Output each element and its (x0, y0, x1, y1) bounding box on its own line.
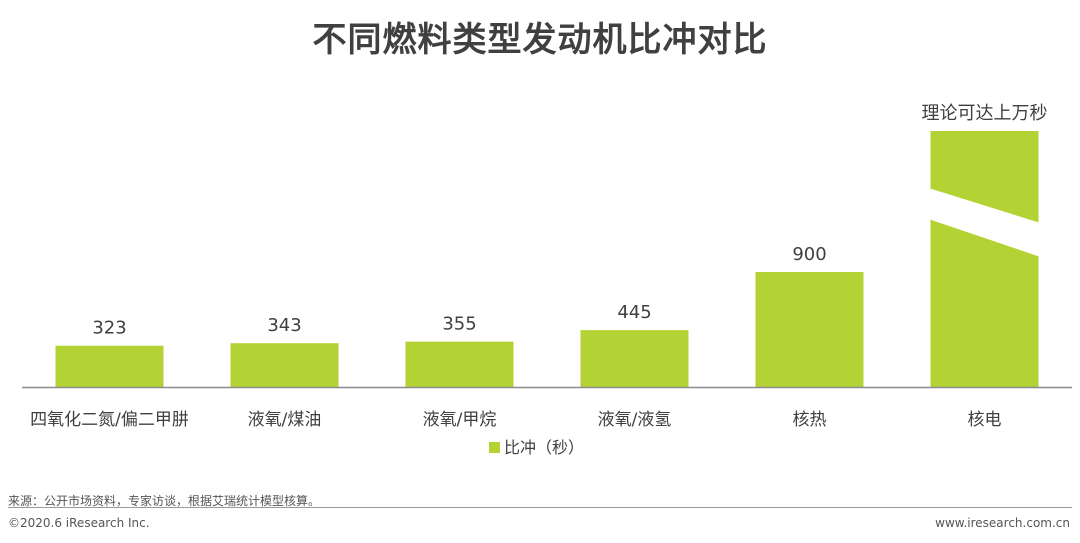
legend-label: 比冲（秒） (504, 438, 584, 457)
category-label-2: 液氧/煤油 (248, 410, 322, 430)
bar-6 (930, 131, 1039, 387)
bar-5 (755, 272, 864, 387)
category-label-3: 液氧/甲烷 (423, 410, 497, 430)
bar-2 (230, 343, 339, 387)
data-label-3: 355 (442, 314, 476, 335)
category-label-6: 核电 (968, 410, 1002, 430)
data-label-1: 323 (92, 318, 126, 339)
source-note: 来源：公开市场资料，专家访谈，根据艾瑞统计模型核算。 (8, 494, 321, 508)
footer-divider (8, 507, 1072, 508)
bar-3 (405, 341, 514, 387)
bar-1 (55, 345, 164, 387)
chart-title: 不同燃料类型发动机比冲对比 (312, 20, 768, 60)
data-label-5: 900 (792, 244, 826, 265)
website-text: www.iresearch.com.cn (935, 516, 1070, 530)
bar-4 (580, 330, 689, 387)
data-label-6: 理论可达上万秒 (922, 103, 1048, 124)
data-label-2: 343 (267, 315, 301, 336)
legend-swatch (489, 442, 500, 453)
category-label-4: 液氧/液氢 (598, 410, 672, 430)
data-label-4: 445 (617, 302, 651, 323)
bar-chart: 323 四氧化二氮/偏二甲肼 343 液氧/煤油 355 液氧/甲烷 445 液氧/液氢 900… (22, 103, 1072, 457)
category-label-1: 四氧化二氮/偏二甲肼 (30, 410, 189, 430)
copyright-text: ©2020.6 iResearch Inc. (8, 516, 150, 530)
category-label-5: 核热 (793, 410, 827, 430)
axis-break-mark (928, 188, 1041, 257)
